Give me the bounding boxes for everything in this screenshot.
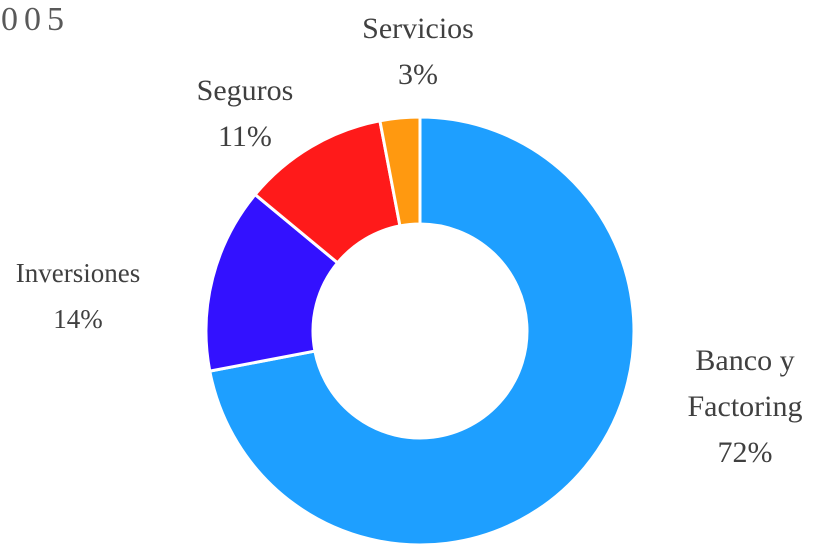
category-label: Banco y Factoring — [687, 344, 803, 423]
category-label: Inversiones — [15, 258, 141, 288]
value-label: 14% — [53, 304, 103, 334]
value-label: 72% — [717, 436, 773, 469]
slice-label: Inversiones 14% — [0, 250, 178, 342]
slice-label: Banco y Factoring 72% — [670, 338, 820, 476]
value-label: 3% — [398, 58, 438, 91]
value-label: 11% — [218, 120, 272, 153]
category-label: Servicios — [362, 12, 474, 45]
donut-slice — [378, 115, 422, 228]
slice-label: Servicios 3% — [318, 6, 518, 98]
donut-slice — [208, 115, 636, 545]
chart-title: 2005 — [0, 1, 70, 38]
category-label: Seguros — [196, 74, 294, 107]
donut-slice — [204, 192, 340, 373]
slice-label: Seguros 11% — [145, 68, 345, 160]
